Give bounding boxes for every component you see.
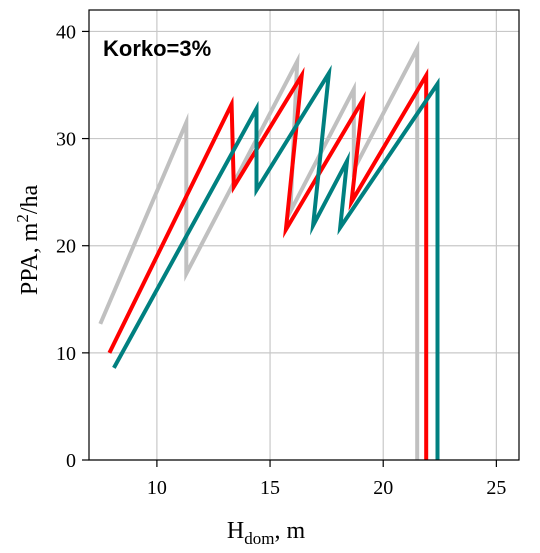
grid-lines <box>89 10 519 461</box>
y-tick-label: 0 <box>66 450 76 472</box>
axis-ticks: 10 15 20 25 0 10 20 30 40 <box>56 21 506 499</box>
y-axis-label: PPA, m2/ha <box>13 184 43 295</box>
series-lines <box>98 40 440 460</box>
y-tick-label: 20 <box>56 236 76 258</box>
series-line-1 <box>98 40 420 460</box>
x-tick-label: 25 <box>486 477 506 499</box>
y-tick-label: 40 <box>56 21 76 43</box>
x-axis-label: Hdom, m <box>227 518 306 548</box>
plot-frame <box>88 9 520 461</box>
x-tick-label: 10 <box>147 477 167 499</box>
x-tick-label: 15 <box>260 477 280 499</box>
series-line-2 <box>107 66 429 460</box>
x-tick-label: 20 <box>373 477 393 499</box>
y-tick-label: 10 <box>56 343 76 365</box>
annotation: Korko=3% <box>103 36 211 61</box>
y-tick-label: 30 <box>56 129 76 151</box>
series-line-3 <box>112 64 440 460</box>
